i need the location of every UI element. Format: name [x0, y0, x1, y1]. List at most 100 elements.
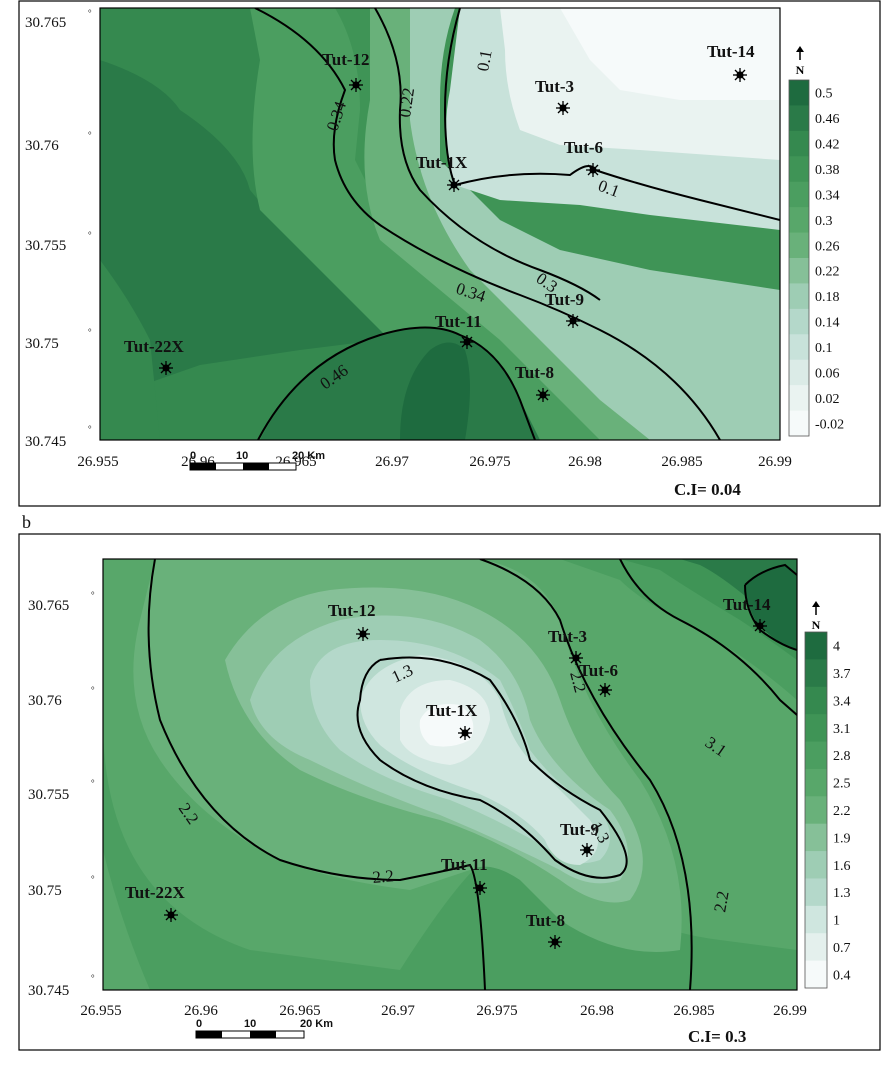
legend-swatch [789, 258, 809, 284]
x-tick: 26.97 [381, 1003, 415, 1019]
scale-label: 20 Km [300, 1018, 333, 1030]
well-label: Tut-3 [535, 77, 574, 96]
legend-label: 1.3 [833, 886, 851, 901]
contour-label: 0.1 [473, 48, 495, 72]
panel-b-scale-bar: 0 10 20 Km [195, 1018, 333, 1039]
contour-interval-label: C.I= 0.04 [674, 480, 741, 499]
panel-b-label: b [22, 512, 31, 532]
degree-mark: ° [88, 230, 92, 240]
panel-a-contour-lines [254, 8, 780, 440]
well-label: Tut-3 [548, 627, 587, 646]
well-marker [585, 162, 601, 178]
legend-label: 0.1 [815, 341, 833, 356]
legend-label: 2.5 [833, 777, 851, 792]
contour-interval-label: C.I= 0.3 [688, 1027, 746, 1046]
x-tick: 26.975 [476, 1003, 517, 1019]
degree-mark: ° [91, 778, 95, 788]
legend-swatch [805, 659, 827, 688]
legend-label: 2.8 [833, 749, 851, 764]
legend-swatch [805, 878, 827, 907]
panel-b-legend: 4 3.7 3.4 3.1 2.8 2.5 2.2 1.9 1.6 1.3 1 0.7 0.4 [804, 631, 851, 989]
contour-label: 2.2 [566, 669, 590, 694]
degree-mark: ° [88, 327, 92, 337]
well-marker [555, 100, 571, 116]
legend-label: 0.14 [815, 316, 840, 331]
legend-swatch [789, 105, 809, 132]
well-label: Tut-8 [526, 911, 565, 930]
panel-b-axes-box [102, 558, 798, 991]
degree-mark: ° [91, 590, 95, 600]
well-label: Tut-14 [707, 42, 755, 61]
legend-swatch [789, 130, 809, 157]
x-tick: 26.955 [80, 1003, 121, 1019]
panel-a-axes-box [99, 7, 781, 441]
panel-b-north-arrow: N [812, 601, 821, 632]
well-marker [547, 934, 563, 950]
legend-swatch [789, 334, 809, 361]
legend-label: 3.7 [833, 667, 851, 682]
legend-swatch [789, 181, 809, 208]
well-marker [472, 880, 488, 896]
legend-swatch [805, 686, 827, 715]
x-tick: 26.975 [469, 454, 510, 470]
scale-label: 0 [196, 1018, 202, 1030]
legend-swatch [805, 768, 827, 797]
scale-label: 20 Km [292, 450, 325, 462]
panel-a-y-ticks: 30.765 ° 30.76 ° 30.755 ° 30.75 ° 30.745… [25, 8, 92, 450]
legend-label: 0.06 [815, 366, 840, 381]
x-tick: 26.985 [673, 1003, 714, 1019]
well-label: Tut-9 [545, 290, 584, 309]
well-marker [732, 67, 748, 83]
legend-label: 2.2 [833, 804, 851, 819]
legend-swatch [805, 933, 827, 962]
legend-swatch [805, 905, 827, 934]
legend-label: 0.34 [815, 188, 840, 203]
legend-label: 1 [833, 914, 840, 929]
degree-mark: ° [91, 973, 95, 983]
y-tick: 30.745 [28, 983, 69, 999]
well-label: Tut-6 [564, 138, 603, 157]
legend-swatch [789, 232, 809, 259]
panel-b-map [103, 559, 797, 990]
panel-b-wells: Tut-14 Tut-12 Tut-3 Tut-6 Tut-1X Tut-9 T… [125, 595, 771, 950]
legend-label: 1.9 [833, 831, 851, 846]
y-tick: 30.75 [28, 883, 62, 899]
well-label: Tut-22X [125, 883, 186, 902]
well-label: Tut-1X [416, 153, 468, 172]
well-marker [535, 387, 551, 403]
legend-label: 3.4 [833, 694, 851, 709]
x-tick: 26.955 [77, 454, 118, 470]
well-marker [348, 77, 364, 93]
legend-label: 0.46 [815, 112, 840, 127]
well-label: Tut-12 [328, 601, 376, 620]
legend-swatch [789, 207, 809, 234]
x-tick: 26.97 [375, 454, 409, 470]
degree-mark: ° [91, 685, 95, 695]
well-marker [163, 907, 179, 923]
y-tick: 30.76 [25, 138, 59, 154]
legend-label: 4 [833, 640, 840, 655]
well-label: Tut-22X [124, 337, 185, 356]
well-marker [597, 682, 613, 698]
scale-label: 10 [236, 450, 248, 462]
legend-frame [804, 631, 828, 989]
legend-label: 0.3 [815, 214, 833, 229]
scale-label: 10 [244, 1018, 256, 1030]
legend-label: 0.26 [815, 239, 840, 254]
legend-label: 0.7 [833, 941, 851, 956]
legend-swatch [805, 714, 827, 743]
legend-label: 0.18 [815, 290, 840, 305]
legend-swatch [789, 80, 809, 106]
x-tick: 26.965 [279, 1003, 320, 1019]
y-tick: 30.76 [28, 693, 62, 709]
legend-label: 0.5 [815, 87, 833, 102]
well-label: Tut-12 [322, 50, 370, 69]
well-label: Tut-6 [579, 661, 618, 680]
well-marker [457, 725, 473, 741]
legend-swatch [805, 796, 827, 825]
legend-label: 0.02 [815, 392, 840, 407]
panel-a-x-ticks: 26.955 26.96 26.965 26.97 26.975 26.98 2… [77, 454, 792, 470]
well-marker [579, 842, 595, 858]
x-tick: 26.98 [568, 454, 602, 470]
